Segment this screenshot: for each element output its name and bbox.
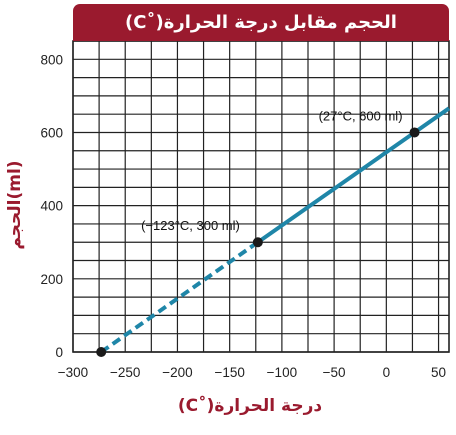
x-tick-label: −300 (58, 365, 88, 380)
y-axis-label-container: الحجم(ml) (2, 120, 28, 290)
y-tick-label: 800 (40, 52, 63, 67)
x-axis-label: درجة الحرارة(˚C) (177, 396, 323, 416)
data-point (252, 237, 263, 248)
x-tick-label: −200 (162, 365, 192, 380)
x-tick-label: 50 (431, 365, 446, 380)
y-axis-label: الحجم(ml) (5, 160, 25, 250)
point-annotation: (−123°C, 300 ml) (141, 218, 240, 233)
annotations: (−123°C, 300 ml) (27°C, 600 ml) (141, 108, 402, 233)
chart-title-bar: الحجم مقابل درجة الحرارة(˚C) (73, 4, 449, 41)
plot-area (72, 40, 450, 353)
tick-labels: −300 −250 −200 −150 −100 −50 0 50 0 200 400 600 800 (40, 52, 446, 380)
x-tick-label: −250 (110, 365, 140, 380)
grid (72, 40, 449, 353)
y-tick-label: 200 (40, 272, 63, 287)
data-point (96, 347, 107, 357)
x-tick-label: −100 (267, 365, 297, 380)
data-points (96, 127, 420, 357)
x-tick-label: −150 (214, 365, 244, 380)
y-tick-label: 400 (40, 199, 63, 214)
x-tick-label: 0 (383, 365, 391, 380)
point-annotation: (27°C, 600 ml) (319, 108, 403, 123)
chart-title: الحجم مقابل درجة الحرارة(˚C) (125, 12, 397, 33)
x-tick-label: −50 (323, 365, 346, 380)
data-point (409, 127, 420, 138)
y-tick-label: 600 (40, 125, 63, 140)
series-line-dashed (100, 240, 260, 354)
y-tick-label: 0 (55, 345, 63, 360)
